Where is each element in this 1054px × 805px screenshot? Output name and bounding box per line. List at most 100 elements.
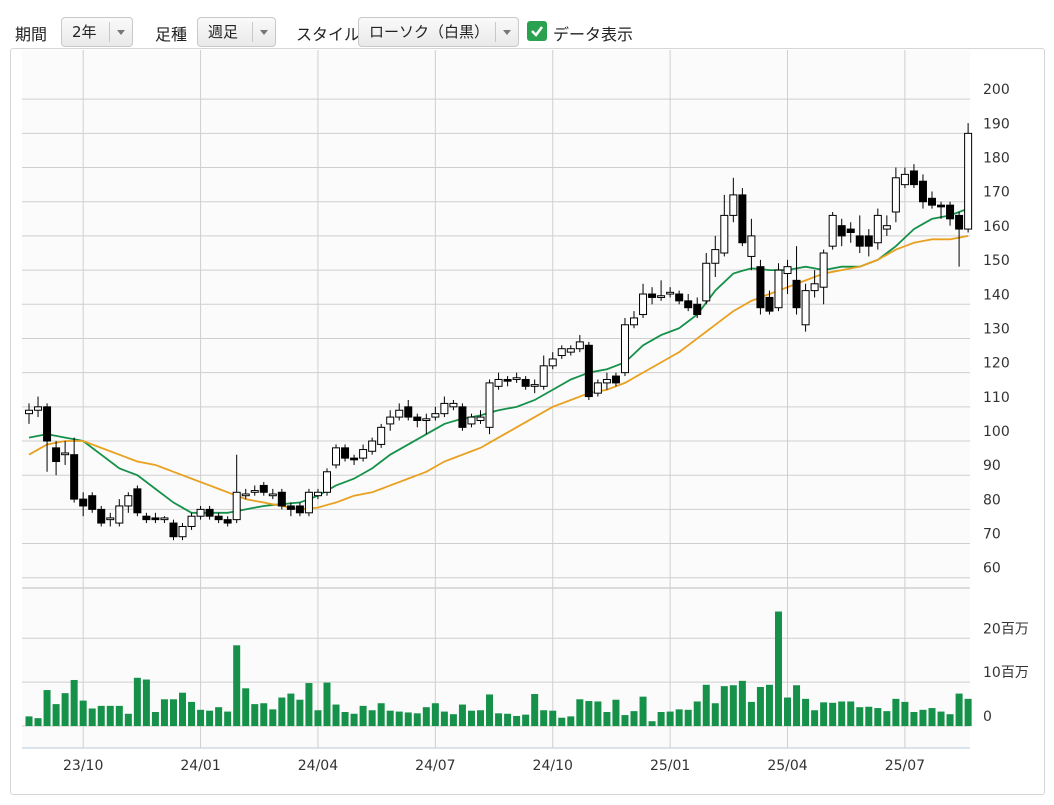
bar-type-label: 足種 bbox=[155, 25, 188, 44]
volume-bar bbox=[928, 708, 936, 727]
volume-bar bbox=[720, 686, 728, 727]
candle-body bbox=[774, 269, 783, 309]
volume-bar bbox=[603, 712, 611, 727]
checkmark-path bbox=[531, 26, 543, 37]
volume-bar bbox=[368, 710, 376, 727]
candle-body bbox=[738, 194, 747, 244]
y-tick-label: 70 bbox=[983, 527, 1001, 543]
chart-frame bbox=[10, 48, 1045, 795]
volume-bar bbox=[61, 693, 69, 727]
volume-bar bbox=[765, 684, 773, 727]
candle-body bbox=[666, 291, 675, 295]
candle-body bbox=[61, 452, 70, 456]
candle-body bbox=[142, 515, 151, 521]
volume-bar bbox=[612, 699, 620, 727]
candle-body bbox=[611, 375, 620, 384]
volume-bar bbox=[287, 693, 295, 727]
volume-bar bbox=[422, 707, 430, 727]
candle-body bbox=[928, 197, 936, 206]
candle-body bbox=[837, 225, 846, 237]
volume-bar bbox=[296, 699, 304, 727]
volume-bar bbox=[747, 701, 755, 727]
volume-bar bbox=[305, 683, 313, 727]
period-label: 期間 bbox=[15, 25, 48, 44]
volume-bar bbox=[341, 712, 349, 727]
candle-body bbox=[693, 303, 702, 316]
volume-bar bbox=[693, 701, 701, 727]
volume-bar bbox=[774, 611, 782, 727]
checkmark bbox=[531, 26, 543, 37]
volume-bar bbox=[621, 715, 629, 727]
volume-bar bbox=[97, 705, 105, 727]
volume-tick-label: 20百万 bbox=[983, 621, 1029, 637]
x-tick-label: 24/10 bbox=[533, 758, 573, 774]
volume-bar bbox=[729, 685, 737, 727]
volume-bar bbox=[314, 710, 322, 727]
style-dropdown[interactable]: ローソク（白黒） bbox=[358, 17, 519, 47]
bar-type-dropdown[interactable]: 週足 bbox=[197, 17, 276, 47]
candle-body bbox=[359, 449, 368, 459]
volume-bar bbox=[477, 710, 484, 727]
candle-body bbox=[648, 293, 657, 298]
candle-body bbox=[602, 378, 611, 384]
candle-body bbox=[413, 416, 422, 422]
candle-body bbox=[232, 491, 241, 521]
volume-bar bbox=[260, 703, 268, 727]
moving-average-line bbox=[28, 207, 969, 514]
volume-bar bbox=[865, 706, 873, 727]
volume-bar bbox=[278, 697, 286, 727]
volume-bar bbox=[431, 703, 439, 727]
volume-bar bbox=[495, 713, 503, 727]
dropdown-arrow bbox=[252, 22, 275, 42]
volume-bar bbox=[233, 645, 241, 727]
volume-bar bbox=[964, 698, 972, 727]
candle-body bbox=[386, 416, 395, 425]
candle-body bbox=[909, 170, 918, 186]
candle-body bbox=[187, 515, 196, 527]
period-dropdown[interactable]: 2年 bbox=[61, 17, 133, 47]
data-display-checkbox[interactable] bbox=[527, 21, 547, 41]
volume-bar bbox=[413, 713, 421, 727]
candle-body bbox=[223, 519, 232, 524]
candle-body bbox=[937, 204, 946, 208]
volume-bar bbox=[34, 718, 42, 727]
candle-body bbox=[657, 295, 666, 298]
candle-body bbox=[440, 402, 449, 415]
y-tick-label: 100 bbox=[983, 424, 1010, 440]
candle-body bbox=[368, 440, 377, 452]
candle-body bbox=[539, 365, 548, 387]
candle-body bbox=[205, 508, 214, 517]
candle-body bbox=[133, 488, 142, 514]
y-tick-label: 180 bbox=[983, 151, 1010, 167]
candle-body bbox=[259, 484, 268, 493]
volume-bar bbox=[142, 679, 150, 727]
candle-body bbox=[503, 378, 512, 382]
volume-tick-label: 10百万 bbox=[983, 665, 1029, 681]
candle-body bbox=[711, 249, 720, 264]
candle-body bbox=[684, 300, 693, 309]
volume-bar bbox=[160, 699, 168, 727]
candle-body bbox=[620, 324, 629, 374]
candle-body bbox=[395, 409, 404, 418]
candle-body bbox=[630, 317, 639, 326]
volume-bar bbox=[585, 701, 593, 727]
volume-bar bbox=[269, 709, 277, 727]
candle-body bbox=[675, 293, 684, 302]
volume-bar bbox=[738, 680, 746, 727]
volume-bar bbox=[377, 703, 385, 727]
bar-type-value: 週足 bbox=[208, 23, 239, 41]
candle-body bbox=[783, 266, 792, 275]
candle-body bbox=[350, 457, 359, 461]
volume-bar bbox=[151, 712, 159, 727]
volume-bar bbox=[188, 701, 196, 727]
candle-body bbox=[964, 132, 973, 230]
candle-body bbox=[548, 358, 557, 367]
volume-bar bbox=[504, 713, 512, 727]
candle-body bbox=[304, 491, 313, 514]
candle-body bbox=[882, 225, 891, 230]
candle-body bbox=[169, 522, 178, 538]
volume-bar bbox=[25, 716, 33, 727]
candle-body bbox=[575, 341, 584, 350]
volume-bar bbox=[350, 713, 358, 727]
